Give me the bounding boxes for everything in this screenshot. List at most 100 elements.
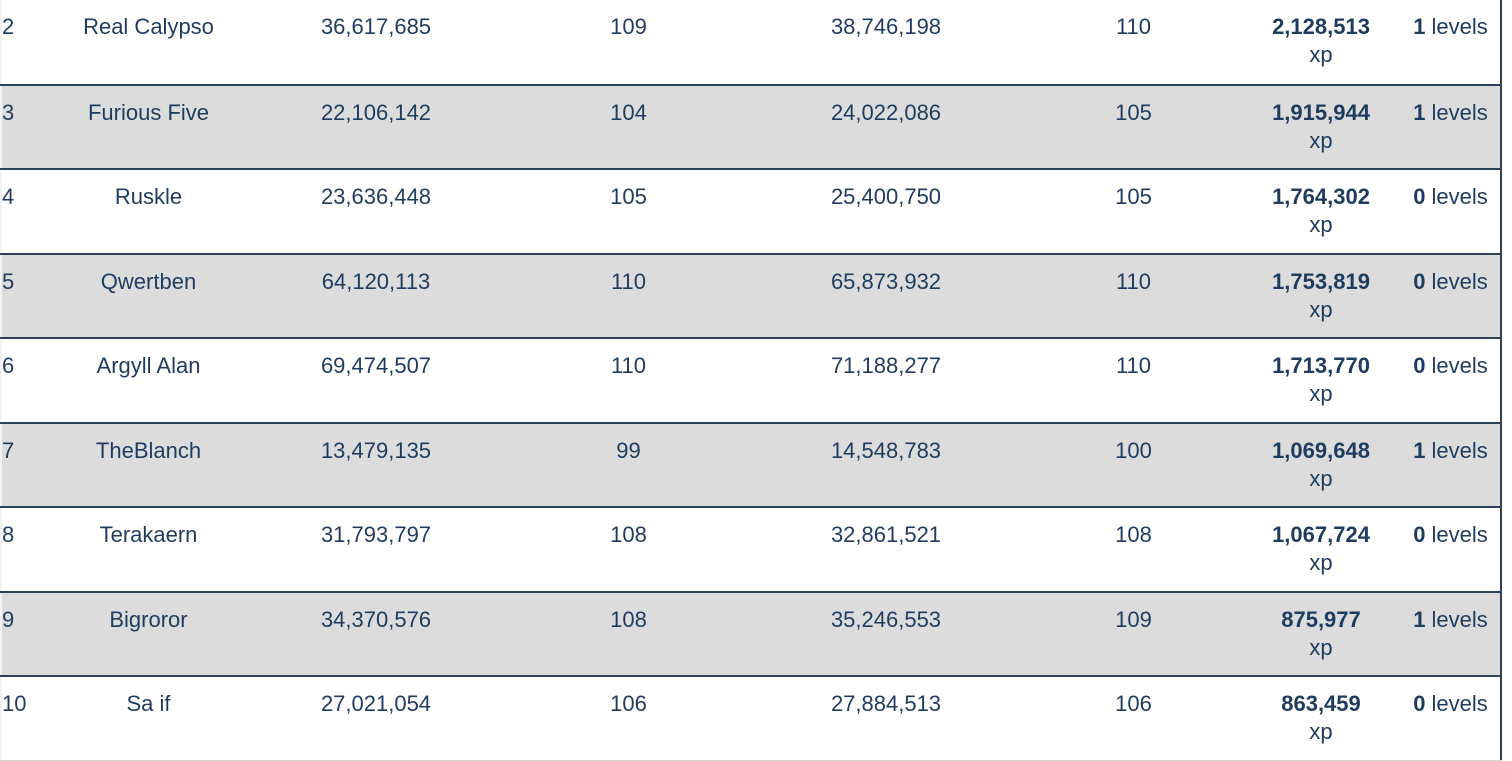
levels-suffix-label: levels <box>1431 437 1488 463</box>
xp-gained-value: 1,915,944 <box>1272 99 1370 125</box>
level-start-cell: 110 <box>511 338 746 424</box>
xp-gained-cell: 2,128,513 xp <box>1241 0 1401 86</box>
xp-gained-value: 1,713,770 <box>1272 353 1370 378</box>
player-name[interactable]: Real Calypso <box>56 0 241 86</box>
level-start-cell: 106 <box>511 676 746 761</box>
xp-gained-value: 1,069,648 <box>1272 437 1370 463</box>
xp-gained-value: 1,067,724 <box>1272 522 1370 547</box>
xp-end-cell: 25,400,750 <box>746 169 1026 255</box>
levels-gained-value: 0 <box>1413 184 1426 209</box>
level-start-cell: 108 <box>511 591 746 677</box>
levels-gained-cell: 1 levels <box>1401 0 1501 86</box>
xp-suffix-label: xp <box>1309 42 1333 67</box>
levels-gained-value: 1 <box>1413 14 1426 39</box>
level-end-cell: 108 <box>1026 507 1241 593</box>
level-end-cell: 105 <box>1026 169 1241 255</box>
rank-cell: 4 <box>1 169 56 255</box>
level-start-cell: 104 <box>511 84 746 170</box>
levels-suffix-label: levels <box>1431 268 1488 294</box>
levels-gained-cell: 0 levels <box>1401 507 1501 593</box>
rank-cell: 9 <box>1 591 56 677</box>
levels-suffix-label: levels <box>1431 99 1488 125</box>
player-name[interactable]: TheBlanch <box>56 422 241 508</box>
levels-suffix-label: levels <box>1431 691 1488 716</box>
xp-end-cell: 38,746,198 <box>746 0 1026 86</box>
xp-suffix-label: xp <box>1309 381 1333 406</box>
rank-cell: 2 <box>1 0 56 86</box>
xp-gained-value: 2,128,513 <box>1272 14 1370 39</box>
level-start-cell: 105 <box>511 169 746 255</box>
table-row: 2 Real Calypso 36,617,685 109 38,746,198… <box>1 0 1501 86</box>
player-name[interactable]: Bigroror <box>56 591 241 677</box>
xp-end-cell: 27,884,513 <box>746 676 1026 761</box>
rank-cell: 3 <box>1 84 56 170</box>
level-end-cell: 110 <box>1026 338 1241 424</box>
rank-cell: 10 <box>1 676 56 761</box>
xp-end-cell: 24,022,086 <box>746 84 1026 170</box>
levels-gained-cell: 0 levels <box>1401 676 1501 761</box>
level-start-cell: 110 <box>511 253 746 339</box>
xp-suffix-label: xp <box>1309 296 1333 322</box>
level-end-cell: 100 <box>1026 422 1241 508</box>
xp-gained-value: 863,459 <box>1281 691 1361 716</box>
rank-cell: 5 <box>1 253 56 339</box>
level-start-cell: 108 <box>511 507 746 593</box>
level-end-cell: 110 <box>1026 253 1241 339</box>
levels-suffix-label: levels <box>1431 606 1488 632</box>
xp-gained-cell: 1,764,302 xp <box>1241 169 1401 255</box>
xp-start-cell: 31,793,797 <box>241 507 511 593</box>
xp-gained-cell: 875,977 xp <box>1241 591 1401 677</box>
level-start-cell: 109 <box>511 0 746 86</box>
levels-gained-value: 0 <box>1413 268 1426 294</box>
rank-cell: 7 <box>1 422 56 508</box>
level-end-cell: 110 <box>1026 0 1241 86</box>
xp-suffix-label: xp <box>1309 465 1333 491</box>
xp-suffix-label: xp <box>1309 719 1333 744</box>
player-name[interactable]: Sa if <box>56 676 241 761</box>
xp-start-cell: 64,120,113 <box>241 253 511 339</box>
table-row: 4 Ruskle 23,636,448 105 25,400,750 105 1… <box>1 169 1501 255</box>
player-name[interactable]: Qwertben <box>56 253 241 339</box>
levels-gained-cell: 1 levels <box>1401 84 1501 170</box>
xp-gained-cell: 863,459 xp <box>1241 676 1401 761</box>
table-row: 6 Argyll Alan 69,474,507 110 71,188,277 … <box>1 338 1501 424</box>
player-name[interactable]: Furious Five <box>56 84 241 170</box>
levels-gained-value: 0 <box>1413 353 1426 378</box>
xp-gained-cell: 1,915,944 xp <box>1241 84 1401 170</box>
levels-gained-cell: 1 levels <box>1401 591 1501 677</box>
xp-suffix-label: xp <box>1309 634 1333 660</box>
levels-gained-value: 1 <box>1413 99 1426 125</box>
table-row: 5 Qwertben 64,120,113 110 65,873,932 110… <box>1 253 1501 339</box>
xp-gained-value: 1,753,819 <box>1272 268 1370 294</box>
levels-gained-cell: 0 levels <box>1401 169 1501 255</box>
xp-gained-cell: 1,713,770 xp <box>1241 338 1401 424</box>
xp-end-cell: 14,548,783 <box>746 422 1026 508</box>
xp-gained-value: 875,977 <box>1281 606 1361 632</box>
levels-gained-value: 0 <box>1413 522 1426 547</box>
rank-cell: 6 <box>1 338 56 424</box>
levels-gained-cell: 0 levels <box>1401 338 1501 424</box>
player-name[interactable]: Ruskle <box>56 169 241 255</box>
xp-start-cell: 69,474,507 <box>241 338 511 424</box>
table-row: 7 TheBlanch 13,479,135 99 14,548,783 100… <box>1 422 1501 508</box>
levels-gained-cell: 0 levels <box>1401 253 1501 339</box>
xp-end-cell: 32,861,521 <box>746 507 1026 593</box>
xp-suffix-label: xp <box>1309 212 1333 237</box>
levels-gained-value: 1 <box>1413 606 1426 632</box>
player-name[interactable]: Argyll Alan <box>56 338 241 424</box>
xp-start-cell: 13,479,135 <box>241 422 511 508</box>
xp-gained-value: 1,764,302 <box>1272 184 1370 209</box>
player-name[interactable]: Terakaern <box>56 507 241 593</box>
table-row: 9 Bigroror 34,370,576 108 35,246,553 109… <box>1 591 1501 677</box>
xp-suffix-label: xp <box>1309 127 1333 153</box>
xp-start-cell: 27,021,054 <box>241 676 511 761</box>
xp-start-cell: 22,106,142 <box>241 84 511 170</box>
xp-end-cell: 71,188,277 <box>746 338 1026 424</box>
level-end-cell: 106 <box>1026 676 1241 761</box>
levels-gained-value: 0 <box>1413 691 1426 716</box>
levels-suffix-label: levels <box>1431 522 1488 547</box>
table-row: 3 Furious Five 22,106,142 104 24,022,086… <box>1 84 1501 170</box>
levels-gained-value: 1 <box>1413 437 1426 463</box>
